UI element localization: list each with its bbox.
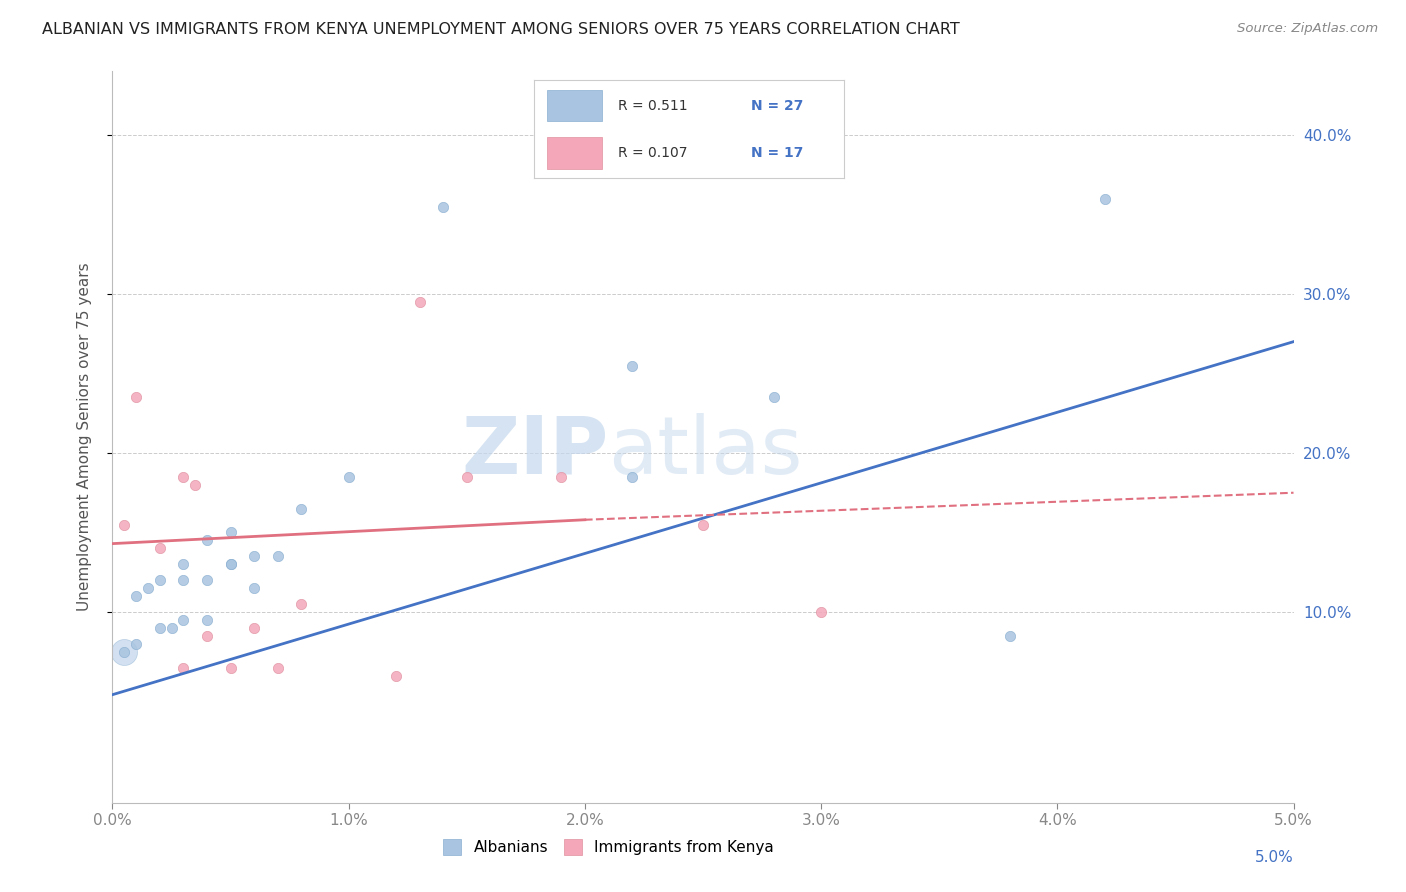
Point [998,629,1021,643]
Point [219,558,242,572]
Point [136,581,159,595]
Text: N = 27: N = 27 [751,99,803,112]
Point [149,621,172,635]
Point [1094,192,1116,206]
Point [692,517,714,532]
Y-axis label: Unemployment Among Seniors over 75 years: Unemployment Among Seniors over 75 years [77,263,91,611]
Point [243,581,266,595]
Point [219,660,242,674]
Point [243,549,266,564]
Point [762,390,785,404]
Point [408,294,430,309]
Point [337,470,360,484]
Point [172,470,194,484]
Point [267,660,290,674]
Point [149,541,172,556]
Point [125,589,148,603]
Point [172,613,194,627]
Text: R = 0.107: R = 0.107 [617,146,688,160]
Point [195,573,218,587]
Text: atlas: atlas [609,413,803,491]
Point [195,533,218,548]
Point [243,621,266,635]
Point [112,645,135,659]
Text: R = 0.511: R = 0.511 [617,99,688,112]
FancyBboxPatch shape [547,90,602,121]
Point [267,549,290,564]
Text: ZIP: ZIP [461,413,609,491]
Point [810,605,832,619]
Point [550,470,572,484]
Point [195,613,218,627]
Text: 5.0%: 5.0% [1254,850,1294,865]
Point [125,390,148,404]
Point [172,558,194,572]
Point [112,645,135,659]
Point [290,501,312,516]
Point [621,359,644,373]
Point [621,470,644,484]
FancyBboxPatch shape [547,137,602,169]
Point [149,573,172,587]
Point [219,558,242,572]
Point [112,517,135,532]
Text: Source: ZipAtlas.com: Source: ZipAtlas.com [1237,22,1378,36]
Point [432,200,454,214]
Point [172,573,194,587]
Legend: Albanians, Immigrants from Kenya: Albanians, Immigrants from Kenya [437,833,780,861]
Point [172,660,194,674]
Point [385,668,408,682]
Text: ALBANIAN VS IMMIGRANTS FROM KENYA UNEMPLOYMENT AMONG SENIORS OVER 75 YEARS CORRE: ALBANIAN VS IMMIGRANTS FROM KENYA UNEMPL… [42,22,960,37]
Point [160,621,183,635]
Point [219,525,242,540]
Point [195,629,218,643]
Point [456,470,478,484]
Point [125,637,148,651]
Point [290,597,312,611]
Text: N = 17: N = 17 [751,146,803,160]
Point [184,477,207,491]
